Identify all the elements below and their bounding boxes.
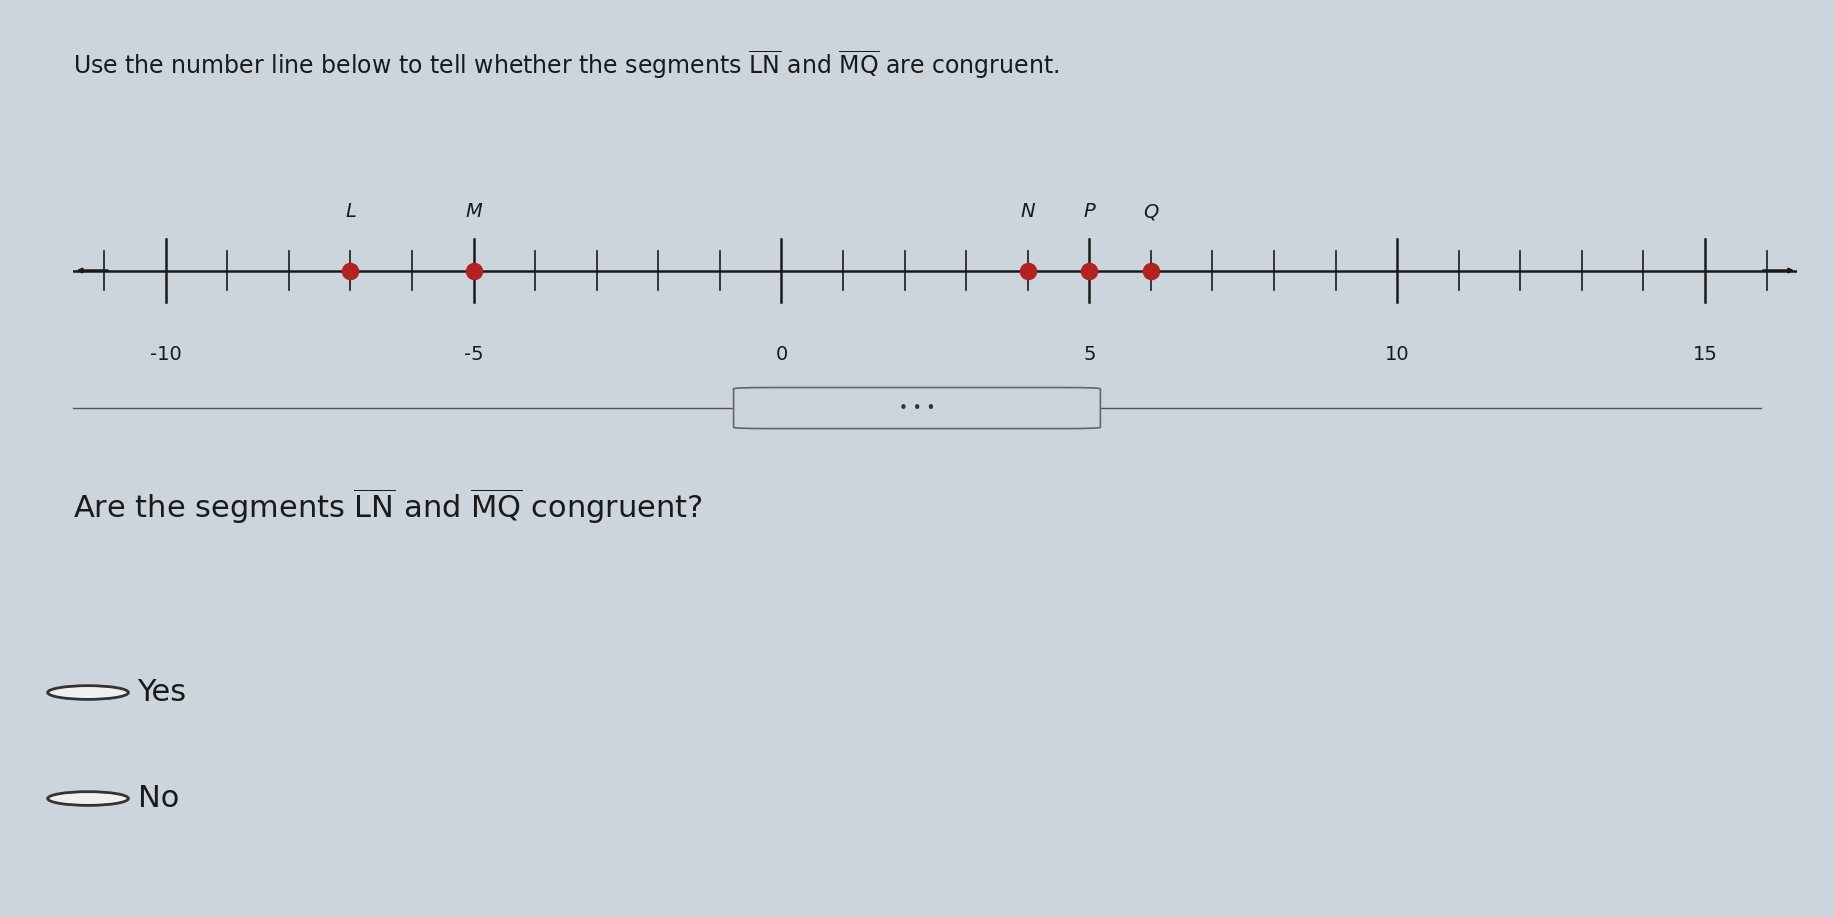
Text: -5: -5 bbox=[464, 345, 484, 363]
Text: • • •: • • • bbox=[899, 401, 935, 415]
Text: L: L bbox=[345, 202, 356, 221]
Text: Yes: Yes bbox=[138, 678, 187, 707]
Text: Use the number line below to tell whether the segments $\overline{\mathrm{LN}}$ : Use the number line below to tell whethe… bbox=[73, 48, 1060, 81]
Point bbox=[1075, 263, 1104, 278]
FancyBboxPatch shape bbox=[734, 388, 1100, 428]
Point bbox=[336, 263, 365, 278]
Text: 5: 5 bbox=[1084, 345, 1095, 363]
Point bbox=[458, 263, 488, 278]
Text: 15: 15 bbox=[1693, 345, 1717, 363]
Text: Are the segments $\overline{\mathrm{LN}}$ and $\overline{\mathrm{MQ}}$ congruent: Are the segments $\overline{\mathrm{LN}}… bbox=[73, 486, 702, 525]
Point bbox=[1137, 263, 1166, 278]
Point bbox=[1012, 263, 1042, 278]
Text: -10: -10 bbox=[150, 345, 182, 363]
Text: N: N bbox=[1020, 202, 1034, 221]
Text: P: P bbox=[1084, 202, 1095, 221]
Text: 10: 10 bbox=[1385, 345, 1409, 363]
Text: M: M bbox=[466, 202, 482, 221]
Text: Q: Q bbox=[1143, 202, 1159, 221]
Text: No: No bbox=[138, 784, 178, 813]
Circle shape bbox=[48, 686, 128, 700]
Circle shape bbox=[48, 791, 128, 805]
Text: 0: 0 bbox=[776, 345, 787, 363]
